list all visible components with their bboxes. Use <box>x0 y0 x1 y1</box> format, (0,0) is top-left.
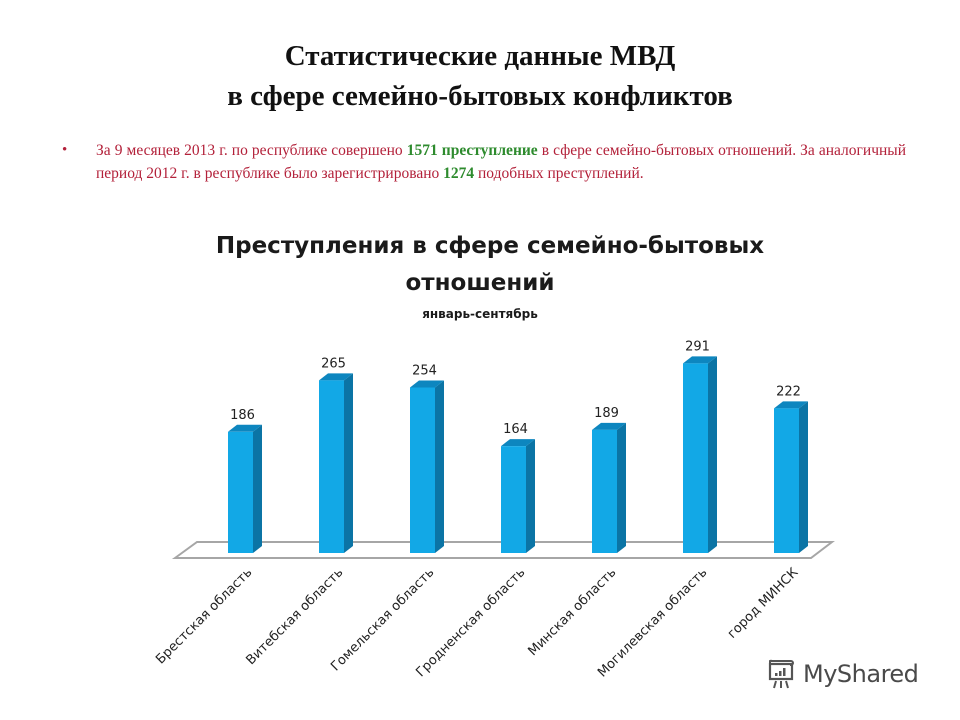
bar-front-face <box>501 446 526 553</box>
bar-front-face <box>683 363 708 553</box>
bar-value-label: 254 <box>412 363 437 378</box>
bar: 265 <box>319 356 353 553</box>
bar-top-face <box>319 373 353 381</box>
chart-title-line1: Преступления в сфере семейно-бытовых <box>215 233 765 259</box>
bar-value-label: 189 <box>594 406 619 421</box>
bar: 186 <box>228 408 262 553</box>
bullet-text-part3: подобных преступлений. <box>474 165 644 182</box>
bar-front-face <box>319 380 344 553</box>
bar: 164 <box>501 422 535 553</box>
bar: 222 <box>774 384 808 553</box>
bar-front-face <box>592 429 617 553</box>
bullet-text-part2: в сфере семейно-бытовых отношений. За ан… <box>96 142 906 182</box>
watermark-text: MyShared <box>803 660 919 688</box>
bar-value-label: 222 <box>776 384 801 399</box>
bar-side-face <box>435 380 444 553</box>
bar-top-face <box>592 422 626 430</box>
bar-value-label: 291 <box>685 339 710 354</box>
presentation-board-icon <box>768 659 794 689</box>
category-label: Минская область <box>525 565 619 659</box>
bullet-dot-icon: • <box>62 142 68 158</box>
bar-value-label: 265 <box>321 356 346 371</box>
bar-top-face <box>501 439 535 447</box>
highlight-2012-count: 1274 <box>443 165 475 182</box>
bar-front-face <box>774 408 799 553</box>
bar-side-face <box>344 373 353 553</box>
bar-front-face <box>410 387 435 553</box>
category-label: Гомельская область <box>328 565 437 674</box>
bar-side-face <box>617 422 626 553</box>
bar-side-face <box>253 424 262 553</box>
slide-title-line1: Статистические данные МВД <box>284 40 676 72</box>
slide-title: Статистические данные МВД в сфере семейн… <box>0 36 960 116</box>
bar-top-face <box>683 356 717 364</box>
bar: 291 <box>683 339 717 553</box>
bar-value-label: 186 <box>230 408 255 423</box>
chart-subtitle: январь-сентябрь <box>422 307 538 321</box>
bullet-paragraph: • За 9 месяцев 2013 г. по республике сов… <box>58 139 906 185</box>
category-label: Витебская область <box>243 565 346 668</box>
bar-side-face <box>708 356 717 553</box>
bar-side-face <box>526 439 535 553</box>
bar-value-label: 164 <box>503 422 528 437</box>
bar-top-face <box>410 380 444 388</box>
category-label: Брестская область <box>153 565 255 667</box>
bar: 189 <box>592 406 626 553</box>
slide-title-line2: в сфере семейно-бытовых конфликтов <box>227 80 733 112</box>
bar-side-face <box>799 401 808 553</box>
chart-title-line2: отношений <box>405 270 555 296</box>
bullet-text-part1: За 9 месяцев 2013 г. по республике совер… <box>96 142 407 159</box>
chart-bars: 186 265 254 164 189 291 222 <box>228 339 808 553</box>
bar: 254 <box>410 363 444 553</box>
bullet-text: За 9 месяцев 2013 г. по республике совер… <box>96 139 906 185</box>
watermark: MyShared <box>767 657 919 691</box>
category-label: город МИНСК <box>725 565 801 641</box>
highlight-2013-count: 1571 преступление <box>406 142 538 159</box>
bar-top-face <box>774 401 808 409</box>
bar-top-face <box>228 424 262 432</box>
bar-front-face <box>228 431 253 553</box>
